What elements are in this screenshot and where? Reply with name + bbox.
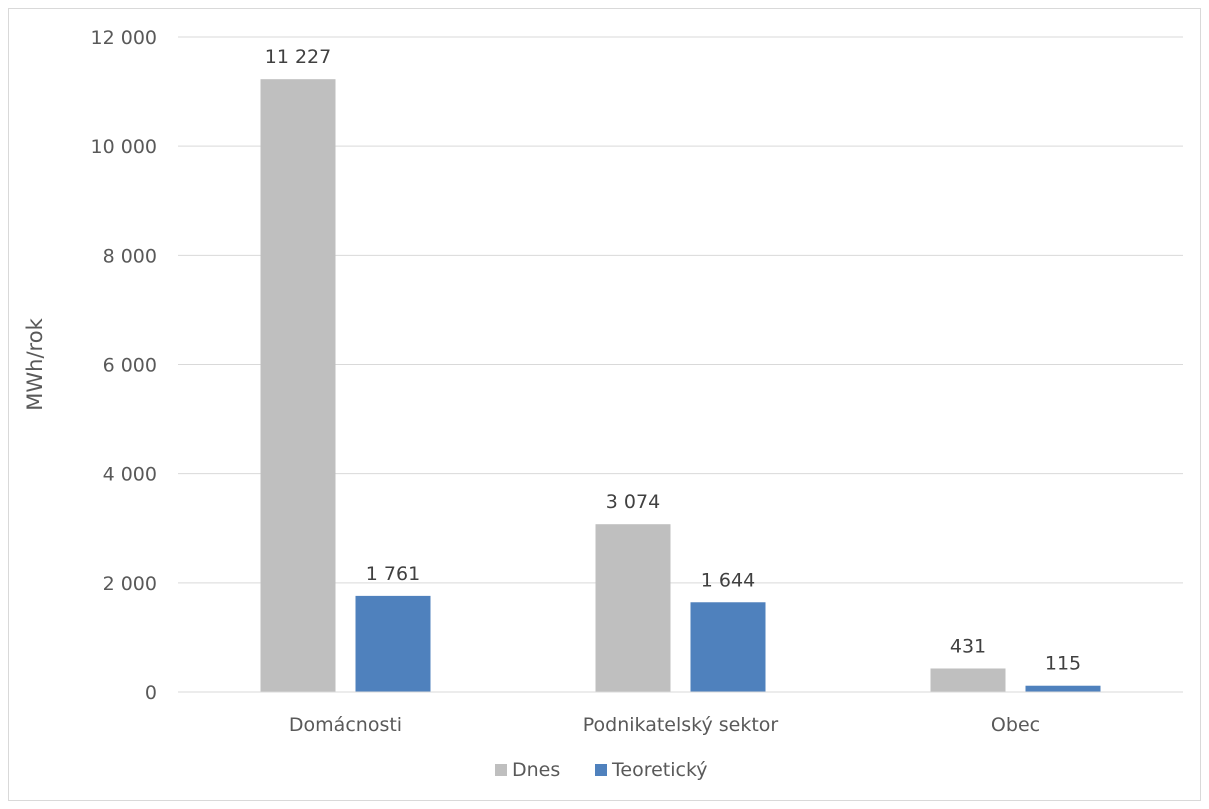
x-category-label: Domácnosti <box>289 714 402 736</box>
bar-dnes <box>595 524 671 692</box>
data-label: 431 <box>950 635 986 657</box>
y-tick-label: 0 <box>145 682 157 704</box>
y-tick-label: 4 000 <box>103 464 157 486</box>
bar-dnes <box>260 79 336 692</box>
y-tick-label: 6 000 <box>103 355 157 377</box>
data-label: 11 227 <box>265 46 331 68</box>
bar-teoretický <box>1025 685 1101 692</box>
data-label: 3 074 <box>606 491 660 513</box>
x-category-label: Obec <box>991 714 1040 736</box>
y-tick-label: 2 000 <box>103 573 157 595</box>
y-tick-label: 10 000 <box>91 136 157 158</box>
y-axis-title: MWh/rok <box>23 317 47 410</box>
x-category-label: Podnikatelský sektor <box>583 714 779 736</box>
data-label: 1 761 <box>366 563 420 585</box>
y-tick-label: 8 000 <box>103 245 157 267</box>
legend-swatch-teoretický <box>595 764 607 776</box>
data-label: 115 <box>1045 653 1081 675</box>
legend-swatch-dnes <box>495 764 507 776</box>
y-tick-label: 12 000 <box>91 27 157 49</box>
legend-label: Dnes <box>512 759 560 781</box>
bar-teoretický <box>690 602 766 692</box>
legend-label: Teoretický <box>611 759 708 781</box>
bar-teoretický <box>355 595 431 692</box>
data-label: 1 644 <box>701 569 755 591</box>
bar-dnes <box>930 668 1006 692</box>
